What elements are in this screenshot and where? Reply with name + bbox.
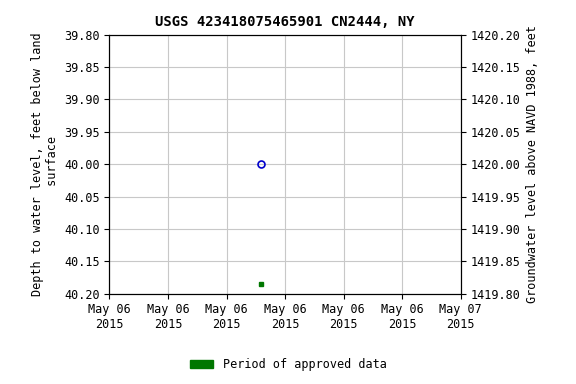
Y-axis label: Depth to water level, feet below land
 surface: Depth to water level, feet below land su… xyxy=(31,32,59,296)
Y-axis label: Groundwater level above NAVD 1988, feet: Groundwater level above NAVD 1988, feet xyxy=(526,25,539,303)
Title: USGS 423418075465901 CN2444, NY: USGS 423418075465901 CN2444, NY xyxy=(156,15,415,29)
Legend: Period of approved data: Period of approved data xyxy=(185,354,391,376)
